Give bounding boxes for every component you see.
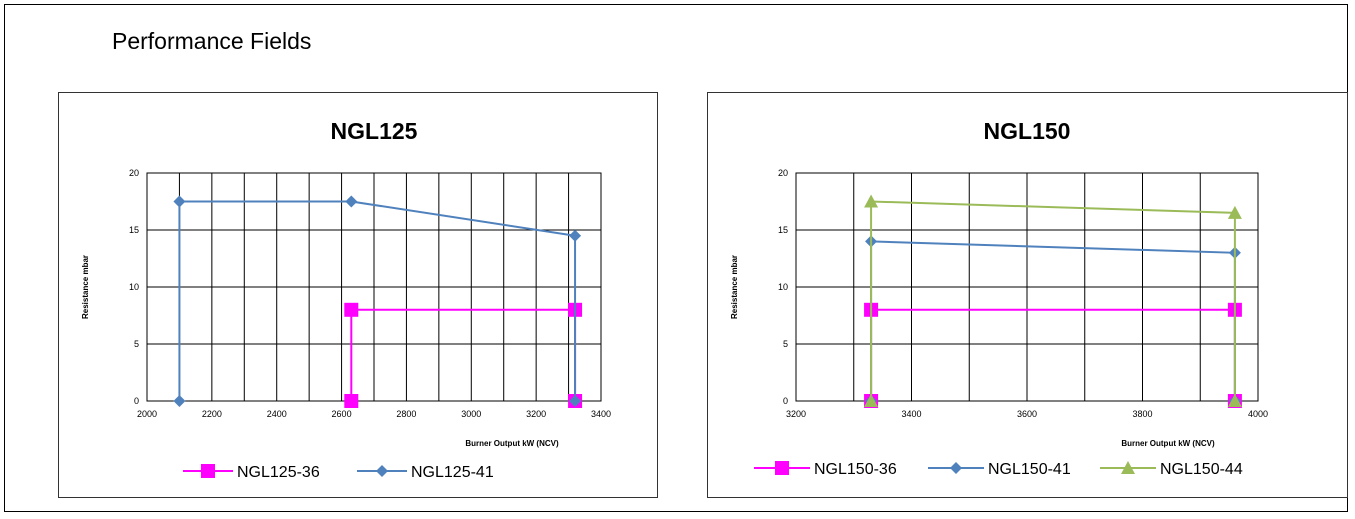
series-line-ngl150-36	[870, 308, 1236, 401]
ngl125-y-axis-label: Resistance mbar	[81, 255, 90, 319]
legend-marker-ngl125-41	[376, 465, 388, 477]
x-tick-label: 3000	[461, 409, 481, 419]
y-tick-label: 20	[129, 168, 139, 178]
legend-label-ngl150-44: NGL150-44	[1160, 461, 1243, 478]
series-line-ngl125-36	[350, 308, 577, 401]
data-point-ngl150-44	[1227, 394, 1242, 407]
legend-marker-ngl150-41	[950, 462, 962, 474]
x-tick-label: 2400	[267, 409, 287, 419]
ngl150-x-axis-label: Burner Output kW (NCV)	[1121, 439, 1215, 448]
ngl125-legend: NGL125-36 NGL125-41	[183, 464, 494, 481]
y-tick-label: 15	[778, 225, 788, 235]
series-line-ngl150-41	[870, 240, 1236, 401]
plot-area-border	[795, 172, 1259, 402]
y-tick-label: 0	[783, 396, 788, 406]
series-ngl125-36	[344, 302, 583, 408]
chart-ngl125-svg: NGL125 2000 2200 2400 2600 2800 3000 3200 3400 0 5…	[81, 118, 611, 481]
ngl150-title: NGL150	[984, 118, 1071, 144]
series-ngl150-36	[864, 302, 1242, 408]
data-point-ngl125-36	[344, 394, 359, 408]
legend-marker-ngl125-36	[201, 464, 215, 478]
chart-ngl150: NGL150 3200 3400 3600 3800 4000 0 5 10 15 20 Burner…	[707, 92, 1348, 498]
data-point-ngl150-44	[864, 394, 879, 407]
y-tick-label: 10	[129, 282, 139, 292]
x-tick-label: 3200	[786, 409, 806, 419]
legend-marker-ngl150-36	[775, 461, 789, 475]
data-point-ngl125-41	[569, 229, 582, 242]
data-point-ngl125-41	[569, 395, 582, 407]
series-ngl150-41	[865, 235, 1241, 407]
series-line-ngl150-44	[870, 200, 1236, 401]
data-point-ngl125-36	[344, 302, 359, 317]
y-tick-label: 0	[134, 396, 139, 406]
chart-ngl150-svg: NGL150 3200 3400 3600 3800 4000 0 5 10 15 20 Burner…	[730, 118, 1268, 478]
x-tick-label: 3600	[1017, 409, 1037, 419]
legend-label-ngl150-36: NGL150-36	[814, 461, 897, 478]
x-tick-label: 4000	[1248, 409, 1268, 419]
plot-area-border	[146, 172, 602, 402]
series-ngl150-44	[864, 194, 1242, 407]
ngl125-grid	[146, 172, 602, 402]
data-point-ngl125-41	[173, 395, 186, 407]
ngl150-y-axis-label: Resistance mbar	[730, 255, 739, 319]
x-tick-label: 3400	[591, 409, 611, 419]
data-point-ngl150-44	[1227, 205, 1242, 219]
legend-label-ngl125-36: NGL125-36	[237, 464, 320, 481]
legend-label-ngl125-41: NGL125-41	[411, 464, 494, 481]
x-tick-label: 2000	[137, 409, 157, 419]
series-line-ngl125-41	[178, 200, 577, 401]
data-point-ngl150-44	[864, 194, 879, 208]
legend-label-ngl150-41: NGL150-41	[988, 461, 1071, 478]
y-tick-label: 15	[129, 225, 139, 235]
data-point-ngl125-41	[345, 195, 358, 208]
x-tick-label: 2600	[332, 409, 352, 419]
series-ngl125-41	[173, 195, 582, 407]
data-point-ngl125-41	[173, 195, 186, 208]
legend-marker-ngl150-44	[1121, 461, 1135, 474]
x-tick-label: 3800	[1132, 409, 1152, 419]
x-tick-label: 2800	[396, 409, 416, 419]
y-tick-label: 20	[778, 168, 788, 178]
x-tick-label: 3400	[901, 409, 921, 419]
x-tick-label: 3200	[526, 409, 546, 419]
ngl125-x-axis-label: Burner Output kW (NCV)	[465, 439, 559, 448]
y-tick-label: 10	[778, 282, 788, 292]
ngl125-title: NGL125	[331, 118, 418, 144]
y-tick-label: 5	[783, 339, 788, 349]
y-tick-label: 5	[134, 339, 139, 349]
page-title: Performance Fields	[112, 28, 312, 54]
ngl150-legend: NGL150-36 NGL150-41 NGL150-44	[754, 461, 1243, 478]
x-tick-label: 2200	[202, 409, 222, 419]
chart-ngl125: NGL125 2000 2200 2400 2600 2800 3000 3200 3400 0 5…	[58, 92, 658, 498]
